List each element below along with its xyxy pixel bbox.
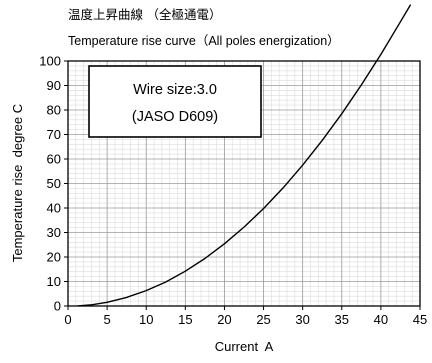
note-box [88,65,262,138]
y-tick-label: 60 [47,152,61,167]
y-tick-label: 40 [47,201,61,216]
x-tick-label: 20 [217,312,231,327]
x-tick-label: 15 [178,312,192,327]
y-tick-label: 0 [54,299,61,314]
chart-title-japanese: 温度上昇曲線 （全極通電） [68,7,221,22]
x-tick-label: 40 [374,312,388,327]
x-tick-label: 0 [64,312,71,327]
y-tick-label: 30 [47,225,61,240]
wire-size-note: Wire size:3.0 (JASO D609) [88,65,262,138]
y-tick-label: 20 [47,250,61,265]
x-tick-label: 30 [295,312,309,327]
x-tick-label: 10 [139,312,153,327]
x-axis-label: Current A [215,339,274,354]
y-tick-label: 50 [47,176,61,191]
y-tick-label: 70 [47,127,61,142]
y-tick-label: 90 [47,78,61,93]
curve-layer [77,4,412,306]
y-tick-label: 100 [39,54,61,69]
y-tick-label: 10 [47,274,61,289]
y-axis-label: Temperature rise degree C [10,104,25,262]
axis-ticks: 0 5 10 15 20 25 30 35 40 45 0 10 20 30 40 50 60 70 80 90 100 [39,54,427,328]
chart-title: Temperature rise curve（All poles energiz… [68,34,340,48]
x-tick-label: 25 [256,312,270,327]
x-tick-label: 45 [413,312,427,327]
note-line-1: Wire size:3.0 [133,82,217,98]
y-tick-label: 80 [47,103,61,118]
x-tick-label: 35 [335,312,349,327]
x-tick-label: 5 [103,312,110,327]
note-line-2: (JASO D609) [132,109,218,125]
temperature-rise-curve [77,4,412,306]
